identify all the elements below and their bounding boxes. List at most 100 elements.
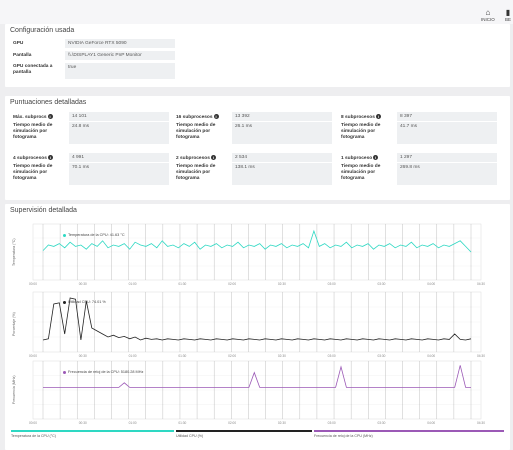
- config-key-pantalla: Pantalla: [13, 53, 32, 58]
- x-tick-label: 02:30: [278, 282, 286, 286]
- y-axis-label: Porcentaje (%): [12, 312, 16, 336]
- x-tick-label: 00:00: [29, 354, 37, 358]
- temp-marker: Temperatura de la CPU: 41.63 °C: [63, 233, 125, 237]
- time-label: Tiempo medio de simulación por fotograma: [13, 123, 53, 140]
- config-value-gpu: NVIDIA GeForce RTX 5090: [65, 39, 175, 48]
- y-axis-label: Temperatura (°C): [12, 238, 16, 266]
- x-tick-label: 03:00: [328, 282, 336, 286]
- time-value: 70.1 ms: [69, 163, 169, 185]
- legend-freq-bar: [314, 430, 504, 432]
- x-tick-label: 02:30: [278, 354, 286, 358]
- monitoring-chart: 00:00 00:30 01:00 01:30 02:00 02:30 03:00 03:30…: [12, 223, 485, 425]
- config-panel: Configuración usada GPU NVIDIA GeForce R…: [5, 24, 510, 87]
- time-value: 138.1 ms: [232, 163, 332, 185]
- legend-util-bar: [176, 430, 312, 432]
- config-title: Configuración usada: [10, 27, 75, 34]
- score-label: Máx. subprocs i: [13, 114, 53, 120]
- score-value: 1 297: [397, 153, 497, 162]
- nav-bench[interactable]: ▮ BE: [505, 8, 511, 23]
- x-tick-label: 03:30: [377, 282, 385, 286]
- temp-marker-label: Temperatura de la CPU: 41.63 °C: [68, 233, 125, 237]
- series-line: [42, 297, 472, 341]
- info-icon[interactable]: i: [375, 114, 381, 119]
- home-icon: ⌂: [485, 8, 491, 17]
- y-axis-label: Frecuencia (MHz): [12, 375, 16, 404]
- x-tick-label: 00:30: [79, 421, 87, 425]
- legend-temp-bar: [11, 430, 174, 432]
- nav-inicio-label: INICIO: [481, 17, 495, 22]
- series-line: [43, 365, 471, 388]
- x-tick-label: 03:00: [328, 354, 336, 358]
- time-label: Tiempo medio de simulación por fotograma: [341, 164, 381, 181]
- time-value: 26.1 ms: [232, 122, 332, 144]
- x-tick-label: 04:00: [427, 354, 435, 358]
- legend-temp-label: Temperatura de la CPU (°C): [11, 434, 56, 438]
- series-line: [42, 229, 472, 253]
- monitoring-panel: Supervisión detallada 00:00 00:30 01:00 01:…: [5, 204, 510, 450]
- score-label: 4 subprocesos i: [13, 155, 53, 161]
- time-value: 269.8 ms: [397, 163, 497, 185]
- config-key-gpu: GPU: [13, 41, 24, 46]
- monitoring-title: Supervisión detallada: [10, 207, 77, 214]
- temp-marker-dot: [63, 233, 66, 237]
- x-tick-label: 02:00: [228, 421, 236, 425]
- score-value: 8 397: [397, 112, 497, 121]
- x-tick-label: 01:30: [178, 421, 186, 425]
- x-tick-label: 04:00: [427, 421, 435, 425]
- config-value-pantalla: \\.\DISPLAY1 Generic PnP Monitor: [65, 51, 175, 60]
- time-label: Tiempo medio de simulación por fotograma: [176, 164, 216, 181]
- config-key-conectada: GPU conectada a pantalla: [13, 64, 53, 75]
- config-value-conectada: true: [65, 63, 175, 79]
- x-tick-label: 02:30: [278, 421, 286, 425]
- info-icon[interactable]: i: [373, 155, 379, 160]
- x-tick-label: 01:00: [129, 282, 137, 286]
- score-value: 2 534: [232, 153, 332, 162]
- score-value: 4 991: [69, 153, 169, 162]
- x-tick-label: 04:30: [477, 282, 485, 286]
- util-marker: Utilidad CPU: 74.01 %: [63, 300, 106, 304]
- score-value: 13 392: [232, 112, 332, 121]
- freq-marker-label: Frecuencia de reloj de la CPU: 5180.28 M…: [68, 370, 144, 374]
- x-tick-label: 01:30: [178, 354, 186, 358]
- info-icon[interactable]: i: [213, 114, 219, 119]
- score-value: 14 101: [69, 112, 169, 121]
- bench-icon: ▮: [505, 8, 511, 17]
- info-icon[interactable]: i: [210, 155, 216, 160]
- x-tick-label: 04:00: [427, 282, 435, 286]
- x-tick-label: 00:00: [29, 421, 37, 425]
- score-label: 1 subproceso i: [341, 155, 379, 161]
- time-label: Tiempo medio de simulación por fotograma: [341, 123, 381, 140]
- score-label: 16 subprocesos i: [176, 114, 219, 120]
- legend-util-label: Utilidad CPU (%): [176, 434, 204, 438]
- x-tick-label: 00:30: [79, 282, 87, 286]
- util-marker-dot: [63, 300, 66, 304]
- x-tick-label: 00:30: [79, 354, 87, 358]
- time-label: Tiempo medio de simulación por fotograma: [13, 164, 53, 181]
- x-tick-label: 00:00: [29, 282, 37, 286]
- x-tick-label: 01:00: [129, 354, 137, 358]
- top-bar: ⌂ INICIO ▮ BE: [0, 0, 513, 24]
- x-tick-label: 04:30: [477, 354, 485, 358]
- score-label: 2 subprocesos i: [176, 155, 216, 161]
- x-tick-label: 02:00: [228, 282, 236, 286]
- time-value: 24.8 ms: [69, 122, 169, 144]
- scores-title: Puntuaciones detalladas: [10, 99, 87, 106]
- info-icon[interactable]: i: [47, 114, 53, 119]
- freq-marker-dot: [63, 370, 66, 374]
- x-tick-label: 04:30: [477, 421, 485, 425]
- x-tick-label: 03:00: [328, 421, 336, 425]
- time-label: Tiempo medio de simulación por fotograma: [176, 123, 216, 140]
- scores-panel: Puntuaciones detalladas Máx. subprocs i 14…: [5, 96, 510, 200]
- x-tick-label: 01:00: [129, 421, 137, 425]
- x-tick-label: 03:30: [377, 354, 385, 358]
- info-icon[interactable]: i: [47, 155, 53, 160]
- legend-freq-label: Frecuencia de reloj de la CPU (MHz): [314, 434, 373, 438]
- x-tick-label: 02:00: [228, 354, 236, 358]
- x-tick-label: 03:30: [377, 421, 385, 425]
- time-value: 41.7 ms: [397, 122, 497, 144]
- freq-marker: Frecuencia de reloj de la CPU: 5180.28 M…: [63, 370, 143, 374]
- util-marker-label: Utilidad CPU: 74.01 %: [68, 300, 106, 304]
- nav-inicio[interactable]: ⌂ INICIO: [481, 8, 495, 23]
- x-tick-label: 01:30: [178, 282, 186, 286]
- score-label: 8 subprocesos i: [341, 114, 381, 120]
